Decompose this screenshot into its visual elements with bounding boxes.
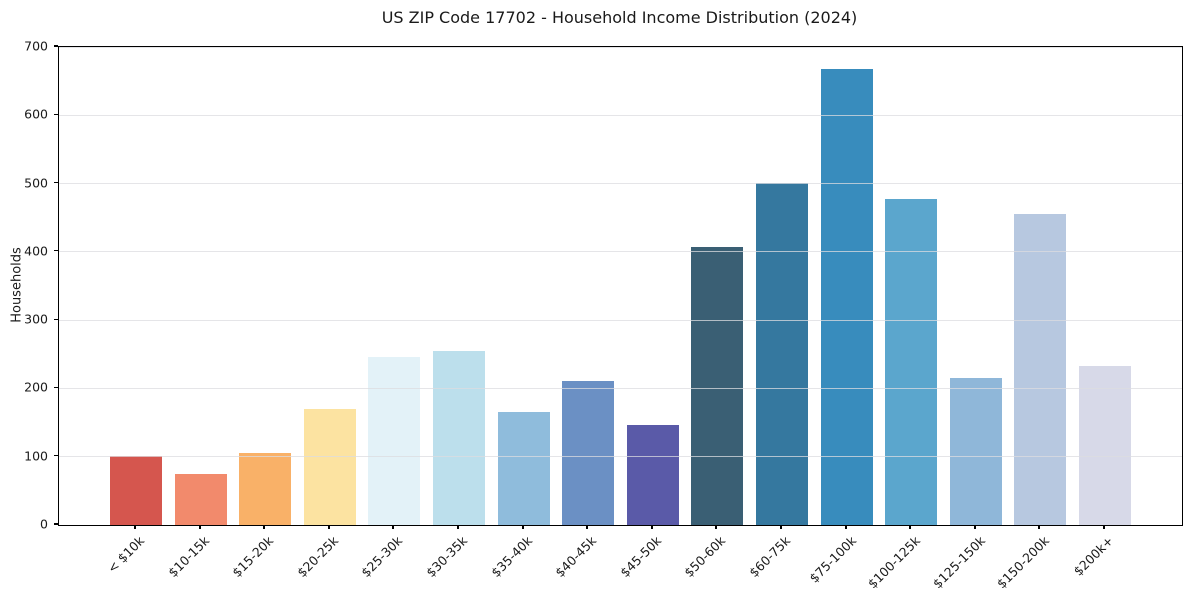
x-tick-mark: [199, 525, 201, 529]
x-tick-mark: [1103, 525, 1105, 529]
chart-title: US ZIP Code 17702 - Household Income Dis…: [381, 8, 858, 27]
y-tick-mark: [54, 386, 58, 389]
x-tick-mark: [651, 525, 653, 529]
bar: [1078, 365, 1131, 525]
y-tick-label: 300: [24, 311, 48, 327]
bar: [239, 453, 292, 525]
bar: [497, 412, 550, 525]
y-tick-label: 500: [24, 175, 48, 191]
y-tick-label: 600: [24, 106, 48, 122]
bars-container: [59, 47, 1182, 525]
y-tick-label: 700: [24, 38, 48, 54]
bar: [949, 378, 1002, 525]
x-tick-mark: [909, 525, 911, 529]
bar: [174, 474, 227, 525]
x-tick-mark: [1038, 525, 1040, 529]
bar: [368, 357, 421, 525]
bar: [626, 425, 679, 525]
bar: [110, 456, 162, 525]
y-tick-mark: [54, 318, 58, 320]
x-tick-mark: [715, 525, 717, 529]
x-tick-mark: [845, 525, 847, 529]
y-tick-mark: [54, 523, 58, 525]
x-tick-mark: [134, 525, 136, 529]
bar: [691, 247, 744, 525]
x-tick-mark: [522, 525, 524, 529]
bar: [562, 380, 615, 525]
y-tick-label: 100: [24, 448, 48, 464]
bar: [303, 408, 356, 525]
x-tick-mark: [328, 525, 330, 529]
y-tick-mark: [54, 45, 58, 47]
y-tick-mark: [54, 250, 58, 252]
x-tick-mark: [457, 525, 459, 529]
plot-area: [58, 46, 1183, 526]
bar: [432, 350, 485, 525]
x-tick-mark: [392, 525, 394, 529]
x-tick-mark: [974, 525, 976, 529]
y-tick-label: 0: [40, 516, 48, 532]
bar: [755, 182, 808, 525]
y-tick-mark: [54, 181, 58, 184]
x-tick-mark: [780, 525, 782, 529]
bar: [1014, 214, 1067, 525]
x-tick-mark: [263, 525, 265, 529]
x-tick-mark: [586, 525, 588, 529]
y-tick-label: 400: [24, 243, 48, 259]
bar: [885, 199, 938, 525]
y-tick-mark: [54, 113, 58, 115]
y-tick-mark: [54, 455, 58, 457]
bar: [820, 68, 873, 525]
y-tick-label: 200: [24, 379, 48, 395]
